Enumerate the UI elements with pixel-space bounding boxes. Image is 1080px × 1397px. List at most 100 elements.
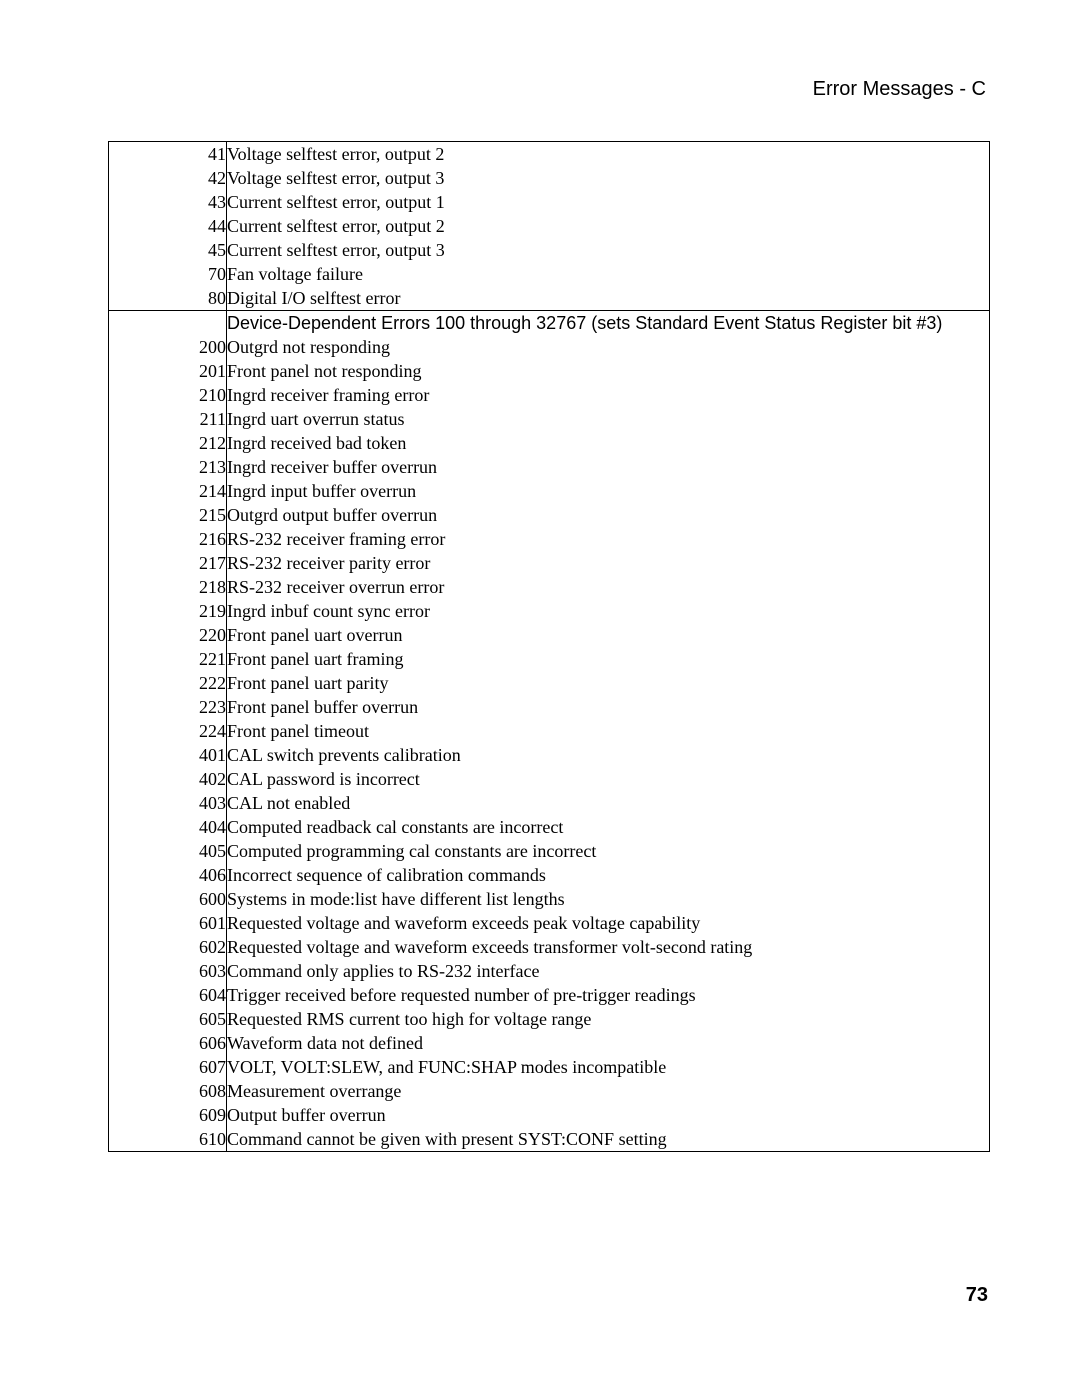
error-description: RS-232 receiver overrun error — [227, 575, 990, 599]
error-code: 201 — [109, 359, 227, 383]
error-code: 80 — [109, 286, 227, 311]
error-description: VOLT, VOLT:SLEW, and FUNC:SHAP modes inc… — [227, 1055, 990, 1079]
table-row: 70Fan voltage failure — [109, 262, 990, 286]
error-description: Device-Dependent Errors 100 through 3276… — [227, 311, 990, 336]
error-description: Measurement overrange — [227, 1079, 990, 1103]
table-row: 405Computed programming cal constants ar… — [109, 839, 990, 863]
table-row: 406Incorrect sequence of calibration com… — [109, 863, 990, 887]
error-code: 222 — [109, 671, 227, 695]
error-code: 221 — [109, 647, 227, 671]
error-code: 609 — [109, 1103, 227, 1127]
error-description: Computed programming cal constants are i… — [227, 839, 990, 863]
table-row: 604Trigger received before requested num… — [109, 983, 990, 1007]
error-code: 219 — [109, 599, 227, 623]
error-description: CAL not enabled — [227, 791, 990, 815]
error-code: 405 — [109, 839, 227, 863]
error-description: Outgrd not responding — [227, 335, 990, 359]
table-row: 212Ingrd received bad token — [109, 431, 990, 455]
table-row: 403CAL not enabled — [109, 791, 990, 815]
error-code: 217 — [109, 551, 227, 575]
table-row: 210Ingrd receiver framing error — [109, 383, 990, 407]
error-description: Systems in mode:list have different list… — [227, 887, 990, 911]
table-row: 42Voltage selftest error, output 3 — [109, 166, 990, 190]
error-description: Fan voltage failure — [227, 262, 990, 286]
error-description: Digital I/O selftest error — [227, 286, 990, 311]
table-row: 222Front panel uart parity — [109, 671, 990, 695]
table-section-header: Device-Dependent Errors 100 through 3276… — [109, 311, 990, 336]
error-code: 406 — [109, 863, 227, 887]
table-row: 605Requested RMS current too high for vo… — [109, 1007, 990, 1031]
table-row: 606Waveform data not defined — [109, 1031, 990, 1055]
table-row: 224Front panel timeout — [109, 719, 990, 743]
error-code: 603 — [109, 959, 227, 983]
table-row: 610Command cannot be given with present … — [109, 1127, 990, 1152]
error-description: Trigger received before requested number… — [227, 983, 990, 1007]
error-code: 404 — [109, 815, 227, 839]
error-code: 45 — [109, 238, 227, 262]
error-description: CAL switch prevents calibration — [227, 743, 990, 767]
error-code: 402 — [109, 767, 227, 791]
error-description: RS-232 receiver framing error — [227, 527, 990, 551]
error-description: Front panel buffer overrun — [227, 695, 990, 719]
error-description: Waveform data not defined — [227, 1031, 990, 1055]
error-code: 223 — [109, 695, 227, 719]
error-description: Output buffer overrun — [227, 1103, 990, 1127]
error-code: 212 — [109, 431, 227, 455]
error-code: 214 — [109, 479, 227, 503]
error-description: Requested voltage and waveform exceeds p… — [227, 911, 990, 935]
table-row: 607VOLT, VOLT:SLEW, and FUNC:SHAP modes … — [109, 1055, 990, 1079]
error-description: Front panel not responding — [227, 359, 990, 383]
error-code: 213 — [109, 455, 227, 479]
error-code: 42 — [109, 166, 227, 190]
page-header: Error Messages - C — [108, 78, 990, 101]
error-code: 41 — [109, 142, 227, 167]
error-code: 215 — [109, 503, 227, 527]
error-description: Ingrd input buffer overrun — [227, 479, 990, 503]
table-row: 214Ingrd input buffer overrun — [109, 479, 990, 503]
error-code: 401 — [109, 743, 227, 767]
error-description: Front panel uart overrun — [227, 623, 990, 647]
error-description: Ingrd receiver framing error — [227, 383, 990, 407]
error-code: 216 — [109, 527, 227, 551]
error-description: Incorrect sequence of calibration comman… — [227, 863, 990, 887]
table-row: 608Measurement overrange — [109, 1079, 990, 1103]
table-row: 44Current selftest error, output 2 — [109, 214, 990, 238]
error-table: 41Voltage selftest error, output 242Volt… — [108, 141, 990, 1152]
error-description: Front panel uart framing — [227, 647, 990, 671]
table-row: 213Ingrd receiver buffer overrun — [109, 455, 990, 479]
table-row: 603Command only applies to RS-232 interf… — [109, 959, 990, 983]
error-code: 210 — [109, 383, 227, 407]
table-row: 43Current selftest error, output 1 — [109, 190, 990, 214]
error-code: 220 — [109, 623, 227, 647]
error-description: RS-232 receiver parity error — [227, 551, 990, 575]
table-row: 80Digital I/O selftest error — [109, 286, 990, 311]
table-row: 217RS-232 receiver parity error — [109, 551, 990, 575]
page-number: 73 — [966, 1284, 988, 1307]
error-code: 602 — [109, 935, 227, 959]
error-description: Front panel timeout — [227, 719, 990, 743]
error-description: Outgrd output buffer overrun — [227, 503, 990, 527]
table-row: 404Computed readback cal constants are i… — [109, 815, 990, 839]
table-row: 45Current selftest error, output 3 — [109, 238, 990, 262]
error-description: Ingrd inbuf count sync error — [227, 599, 990, 623]
table-row: 600Systems in mode:list have different l… — [109, 887, 990, 911]
error-code: 606 — [109, 1031, 227, 1055]
table-row: 201Front panel not responding — [109, 359, 990, 383]
table-row: 402CAL password is incorrect — [109, 767, 990, 791]
error-description: Command only applies to RS-232 interface — [227, 959, 990, 983]
error-code: 211 — [109, 407, 227, 431]
table-row: 601Requested voltage and waveform exceed… — [109, 911, 990, 935]
error-code: 600 — [109, 887, 227, 911]
error-code: 44 — [109, 214, 227, 238]
error-description: CAL password is incorrect — [227, 767, 990, 791]
error-description: Current selftest error, output 3 — [227, 238, 990, 262]
error-code: 200 — [109, 335, 227, 359]
error-description: Current selftest error, output 2 — [227, 214, 990, 238]
error-code — [109, 311, 227, 336]
error-code: 608 — [109, 1079, 227, 1103]
error-description: Current selftest error, output 1 — [227, 190, 990, 214]
table-row: 401CAL switch prevents calibration — [109, 743, 990, 767]
table-row: 216RS-232 receiver framing error — [109, 527, 990, 551]
error-code: 610 — [109, 1127, 227, 1152]
error-description: Requested voltage and waveform exceeds t… — [227, 935, 990, 959]
